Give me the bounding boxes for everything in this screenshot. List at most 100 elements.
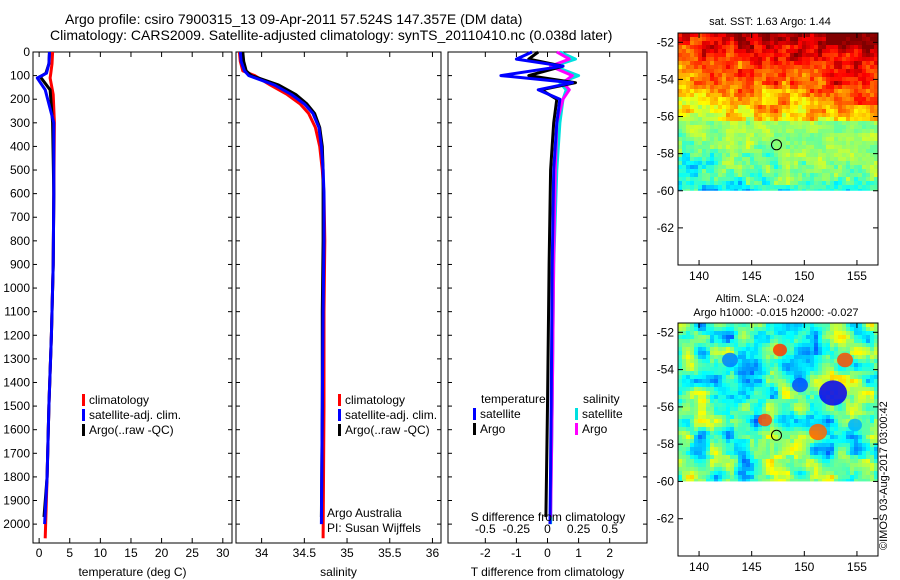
map-cell [766, 367, 770, 371]
map-cell [702, 141, 706, 145]
map-cell [810, 141, 814, 145]
map-cell [778, 475, 782, 479]
legend-swatch [82, 424, 85, 436]
map-cell [846, 463, 850, 467]
map-cell [682, 339, 686, 343]
map-cell [858, 335, 862, 339]
map-cell [762, 129, 766, 133]
map-cell [782, 113, 786, 117]
map-cell [842, 113, 846, 117]
map-cell [686, 407, 690, 411]
map-cell [706, 383, 710, 387]
map-cell [834, 61, 838, 65]
map-cell [842, 49, 846, 53]
map-cell [742, 455, 746, 459]
map-cell [738, 81, 742, 85]
map-cell [838, 331, 842, 335]
map-cell [802, 89, 806, 93]
map-cell [778, 73, 782, 77]
map-cell [790, 347, 794, 351]
map-cell [758, 45, 762, 49]
map-cell [818, 371, 822, 375]
map-cell [730, 101, 734, 105]
map-cell [862, 49, 866, 53]
map-cell [678, 185, 682, 189]
map-cell [862, 77, 866, 81]
map-cell [802, 347, 806, 351]
map-cell [718, 41, 722, 45]
map-cell [738, 451, 742, 455]
legend-label: satellite-adj. clim. [345, 408, 437, 422]
map-cell [870, 379, 874, 383]
map-cell [862, 117, 866, 121]
map-cell [802, 65, 806, 69]
map-cell [770, 367, 774, 371]
map-cell [806, 467, 810, 471]
map-cell [814, 125, 818, 129]
map-cell [870, 451, 874, 455]
map-cell [814, 351, 818, 355]
map-cell [858, 81, 862, 85]
map-cell [702, 323, 706, 327]
map-cell [726, 419, 730, 423]
map-cell [842, 125, 846, 129]
map-cell [682, 125, 686, 129]
map-cell [858, 157, 862, 161]
map-cell [818, 49, 822, 53]
map-cell [694, 331, 698, 335]
map-cell [806, 185, 810, 189]
map-cell [758, 355, 762, 359]
map-cell [858, 149, 862, 153]
map-cell [774, 455, 778, 459]
map-cell [874, 113, 878, 117]
map-cell [790, 343, 794, 347]
map-cell [750, 185, 754, 189]
map-cell [778, 455, 782, 459]
map-cell [778, 327, 782, 331]
map-cell [850, 375, 854, 379]
map-cell [858, 387, 862, 391]
map-cell [742, 145, 746, 149]
map-cell [718, 121, 722, 125]
map-cell [778, 383, 782, 387]
map-cell [770, 379, 774, 383]
map-cell [870, 435, 874, 439]
map-cell [770, 383, 774, 387]
map-cell [830, 129, 834, 133]
map-cell [794, 89, 798, 93]
map-cell [814, 169, 818, 173]
map-cell [782, 69, 786, 73]
map-cell [742, 379, 746, 383]
map-cell [866, 335, 870, 339]
map-cell [858, 455, 862, 459]
map-cell [874, 363, 878, 367]
map-cell [742, 149, 746, 153]
map-cell [726, 129, 730, 133]
map-cell [738, 157, 742, 161]
map-cell [798, 435, 802, 439]
map-cell [678, 73, 682, 77]
map-cell [770, 467, 774, 471]
map-cell [826, 463, 830, 467]
map-cell [794, 403, 798, 407]
map-cell [742, 351, 746, 355]
map-cell [822, 97, 826, 101]
map-cell [698, 109, 702, 113]
map-cell [782, 323, 786, 327]
map-cell [798, 41, 802, 45]
map-cell [870, 85, 874, 89]
map-cell [762, 471, 766, 475]
map-cell [698, 363, 702, 367]
map-cell [806, 113, 810, 117]
map-cell [874, 435, 878, 439]
map-cell [862, 129, 866, 133]
map-cell [678, 129, 682, 133]
map-cell [686, 383, 690, 387]
map-cell [858, 347, 862, 351]
map-cell [690, 69, 694, 73]
map-cell [774, 387, 778, 391]
map-cell [690, 37, 694, 41]
map-cell [686, 431, 690, 435]
map-cell [842, 53, 846, 57]
map-cell [746, 451, 750, 455]
